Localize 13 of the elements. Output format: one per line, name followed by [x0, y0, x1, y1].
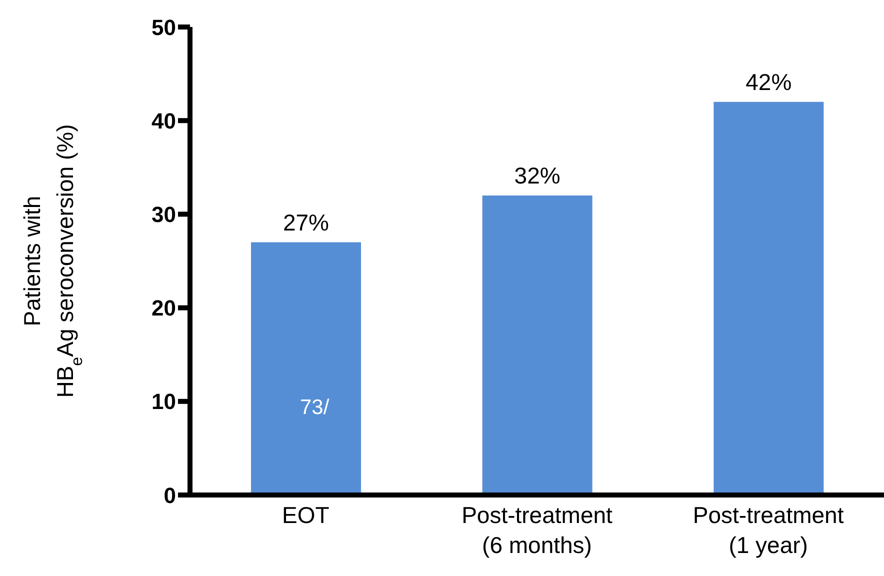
x-tick-label: Post-treatment (1 year) — [692, 502, 844, 558]
y-tick-label: 20 — [152, 296, 176, 321]
data-label: 32% — [514, 162, 560, 188]
y-tick-label: 40 — [152, 108, 176, 134]
x-tick-label: EOT — [282, 502, 330, 528]
y-tick-label: 0 — [164, 482, 176, 508]
y-tick-label: 30 — [152, 202, 176, 228]
data-label: 27% — [282, 209, 330, 236]
y-tick-label: 10 — [152, 389, 176, 414]
data-label: 42% — [746, 68, 792, 95]
annotation: 73/ — [300, 396, 330, 420]
x-tick-label: Post-treatment (6 months) — [462, 502, 614, 558]
y-tick-label: 50 — [152, 14, 176, 40]
